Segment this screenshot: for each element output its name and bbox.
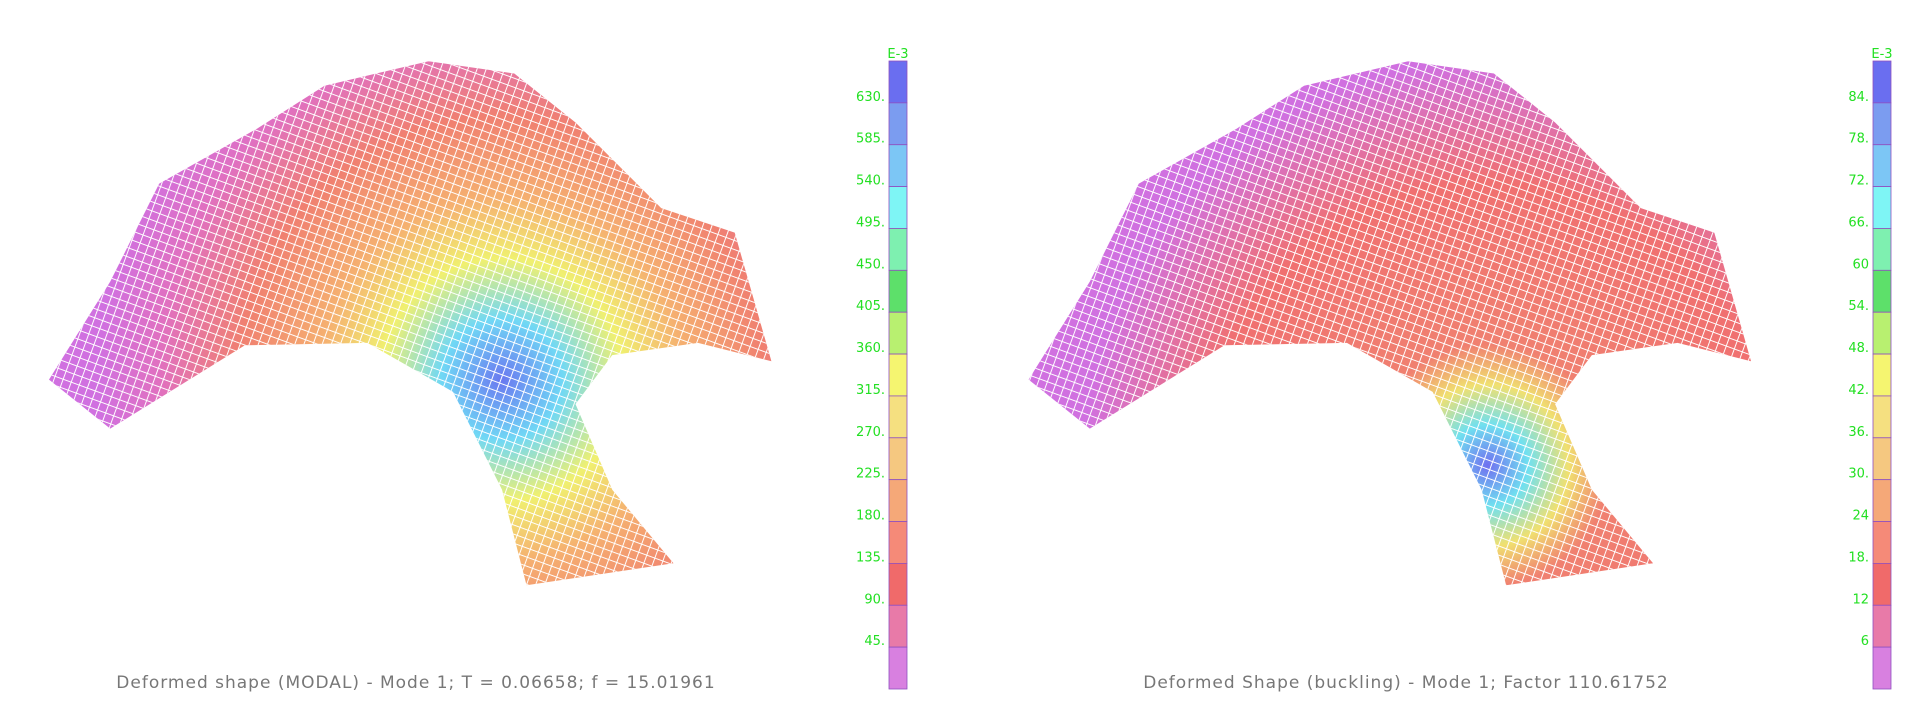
- legend-bin: [1872, 60, 1892, 104]
- legend-label: 360.: [856, 341, 885, 356]
- legend-bin: [1872, 144, 1892, 188]
- legend-label: 72.: [1848, 174, 1869, 189]
- legend-bin: [1872, 521, 1892, 564]
- legend-label: 30.: [1848, 467, 1869, 482]
- mesh-views: [48, 61, 1752, 586]
- legend-label: 585.: [856, 132, 885, 147]
- legend-bin: [888, 353, 908, 397]
- legend-label: 42.: [1848, 383, 1869, 398]
- legend-label: 450.: [856, 257, 885, 272]
- mesh-right: [1028, 61, 1752, 586]
- legend-bin: [1872, 186, 1892, 229]
- legend-label: 540.: [856, 174, 885, 189]
- caption: Deformed Shape (buckling) - Mode 1; Fact…: [1143, 673, 1669, 693]
- legend-bin: [1872, 311, 1892, 355]
- legend-bin: [888, 437, 908, 481]
- legend-exponent: E-3: [887, 47, 908, 62]
- legend-bin: [1872, 353, 1892, 397]
- legend-label: 405.: [856, 299, 885, 314]
- legend-bin: [1872, 437, 1892, 481]
- legend-bin: [888, 60, 908, 104]
- legend-bin: [888, 521, 908, 564]
- legend-bin: [888, 228, 908, 271]
- legend-bin: [1872, 395, 1892, 439]
- legend-label: 66.: [1848, 215, 1869, 230]
- legend-bin: [888, 144, 908, 188]
- legend-label: 54.: [1848, 299, 1869, 314]
- legend-label: 36.: [1848, 425, 1869, 440]
- legend-label: 45.: [864, 634, 885, 649]
- legend-bin: [888, 563, 908, 606]
- legend-bin: [1872, 269, 1892, 313]
- legend-bin: [888, 395, 908, 439]
- legend-bin: [1872, 646, 1892, 690]
- legend-label: 495.: [856, 215, 885, 230]
- legend-label: 18.: [1848, 550, 1869, 565]
- legend-bin: [888, 186, 908, 229]
- legend-label: 78.: [1848, 132, 1869, 147]
- legend-label: 225.: [856, 467, 885, 482]
- mesh-left: [48, 61, 772, 586]
- legend-bin: [888, 102, 908, 146]
- legend-bin: [888, 646, 908, 690]
- legend-bin: [1872, 102, 1892, 146]
- legend-label: 270.: [856, 425, 885, 440]
- legend-label: 630.: [856, 90, 885, 105]
- legend-bin: [888, 479, 908, 522]
- legend-bin: [1872, 604, 1892, 648]
- legend-label: 180.: [856, 509, 885, 524]
- legend-label: 90.: [864, 592, 885, 607]
- legend-bin: [1872, 479, 1892, 522]
- legend-label: 12: [1852, 592, 1869, 607]
- legend-bin: [888, 604, 908, 648]
- legend-label: 60: [1852, 257, 1869, 272]
- legend-label: 6: [1861, 634, 1869, 649]
- legend-label: 135.: [856, 550, 885, 565]
- legend-exponent: E-3: [1871, 47, 1892, 62]
- legend-label: 84.: [1848, 90, 1869, 105]
- legend-bin: [888, 311, 908, 355]
- caption: Deformed shape (MODAL) - Mode 1; T = 0.0…: [116, 673, 715, 693]
- legend-bin: [1872, 228, 1892, 271]
- legend-bin: [1872, 563, 1892, 606]
- legend-label: 24: [1852, 509, 1869, 524]
- legend-label: 315.: [856, 383, 885, 398]
- legend-label: 48.: [1848, 341, 1869, 356]
- legend-bin: [888, 269, 908, 313]
